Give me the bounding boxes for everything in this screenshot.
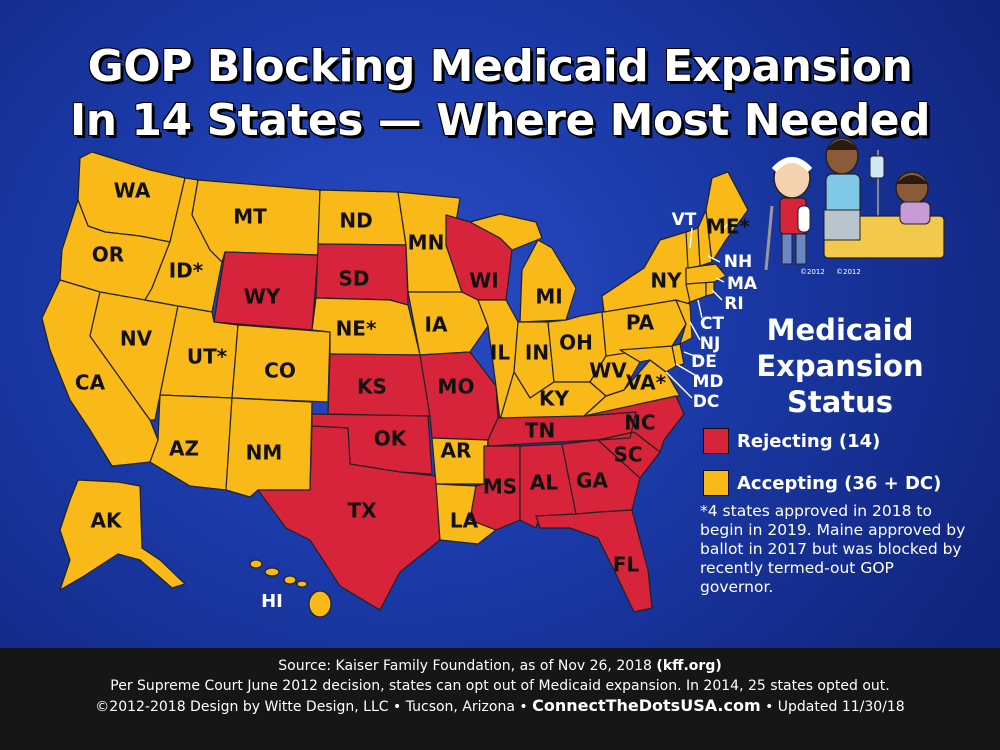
legend-heading-line-2: Expansion [756, 349, 924, 383]
label-vt: VT [672, 210, 697, 230]
label-ma: MA [727, 274, 758, 294]
footer-court-line: Per Supreme Court June 2012 decision, st… [110, 678, 890, 694]
label-me: ME* [706, 215, 751, 239]
label-ne: NE* [336, 317, 377, 341]
footer-credit-line: ©2012-2018 Design by Witte Design, LLC •… [0, 696, 1000, 717]
state-ak [59, 479, 186, 591]
credit-text: ©2012-2018 Design by Witte Design, LLC •… [95, 699, 528, 715]
label-tn: TN [525, 419, 555, 443]
footnote: *4 states approved in 2018 to begin in 2… [700, 502, 966, 596]
label-mt: MT [233, 205, 267, 229]
label-oh: OH [559, 331, 593, 355]
label-tx: TX [347, 499, 377, 523]
state-hi [249, 559, 332, 618]
label-ks: KS [357, 375, 387, 399]
label-ms: MS [483, 475, 517, 499]
label-az: AZ [169, 437, 199, 461]
label-ia: IA [425, 313, 448, 337]
label-dc: DC [693, 392, 720, 412]
page-title: GOP Blocking Medicaid Expansion In 14 St… [0, 40, 1000, 148]
label-ok: OK [374, 427, 408, 451]
footer-source-line: Source: Kaiser Family Foundation, as of … [0, 656, 1000, 676]
copyright-2: ©2012 [836, 268, 861, 276]
leader-lines [665, 221, 731, 399]
label-wi: WI [469, 269, 499, 293]
state-de [671, 343, 685, 367]
label-nj: NJ [700, 334, 721, 354]
label-co: CO [264, 359, 296, 383]
copyright-1: ©2012 [800, 268, 825, 276]
state-nc [583, 395, 685, 453]
label-nc: NC [624, 411, 655, 435]
label-pa: PA [626, 311, 655, 335]
label-la: LA [450, 509, 479, 533]
label-mi: MI [535, 285, 562, 309]
label-ky: KY [539, 387, 569, 411]
legend-rejecting: Rejecting (14) [703, 428, 880, 454]
label-ri: RI [724, 294, 743, 314]
legend-heading-line-3: Status [786, 385, 894, 419]
rejecting-swatch [703, 428, 729, 454]
label-id: ID* [169, 259, 204, 283]
state-me [705, 171, 749, 263]
label-nm: NM [246, 441, 283, 465]
state-fl [535, 509, 653, 613]
cartoon-illustration: ©2012 ©2012 [764, 137, 945, 276]
state-mi [519, 239, 577, 323]
accepting-label: Accepting (36 + DC) [737, 472, 942, 494]
label-nh: NH [724, 252, 752, 272]
label-wy: WY [244, 285, 281, 309]
label-ar: AR [441, 439, 472, 463]
label-or: OR [92, 243, 124, 267]
state-ri [705, 281, 715, 297]
label-ga: GA [576, 469, 608, 493]
label-md: MD [692, 372, 723, 392]
label-mo: MO [438, 375, 475, 399]
label-ut: UT* [187, 345, 228, 369]
state-ia [407, 291, 489, 356]
state-ct [685, 281, 707, 303]
label-mn: MN [408, 231, 445, 255]
state-tx [257, 425, 441, 611]
state-nj [675, 299, 693, 345]
label-nv: NV [120, 327, 153, 351]
footer: Source: Kaiser Family Foundation, as of … [0, 648, 1000, 750]
label-nd: ND [339, 209, 372, 233]
rejecting-label: Rejecting (14) [737, 430, 881, 452]
legend-heading-line-1: Medicaid [766, 313, 914, 347]
state-ma [685, 263, 727, 285]
label-de: DE [691, 352, 717, 372]
label-al: AL [530, 471, 558, 495]
accepting-swatch [703, 470, 729, 496]
updated-text: • Updated 11/30/18 [765, 699, 905, 715]
injured-man-figure: ©2012 [764, 157, 825, 276]
label-va: VA* [626, 371, 667, 395]
label-ak: AK [91, 509, 123, 533]
label-il: IL [490, 341, 510, 365]
label-wv: WV [589, 359, 627, 383]
label-sd: SD [338, 267, 369, 291]
title-line-2: In 14 States — Where Most Needed [69, 95, 931, 146]
hospital-bed-figure: ©2012 [823, 150, 945, 276]
legend-heading: Medicaid Expansion Status [745, 312, 935, 420]
legend-accepting: Accepting (36 + DC) [703, 470, 941, 496]
label-hi: HI [261, 591, 283, 612]
label-ca: CA [75, 371, 106, 395]
site-link[interactable]: ConnectTheDotsUSA.com [532, 696, 761, 715]
source-text: Source: Kaiser Family Foundation, as of … [278, 658, 652, 674]
label-fl: FL [613, 553, 640, 577]
label-ct: CT [700, 314, 724, 334]
label-sc: SC [613, 443, 642, 467]
nurse-figure [825, 137, 861, 215]
label-in: IN [525, 341, 549, 365]
state-labels: WA OR CA NV ID* MT WY UT* CO AZ NM ND SD… [75, 179, 758, 613]
label-ny: NY [650, 269, 682, 293]
source-link[interactable]: (kff.org) [656, 658, 722, 674]
label-wa: WA [114, 179, 151, 203]
title-line-1: GOP Blocking Medicaid Expansion [87, 41, 913, 92]
state-mi-up [469, 213, 543, 251]
